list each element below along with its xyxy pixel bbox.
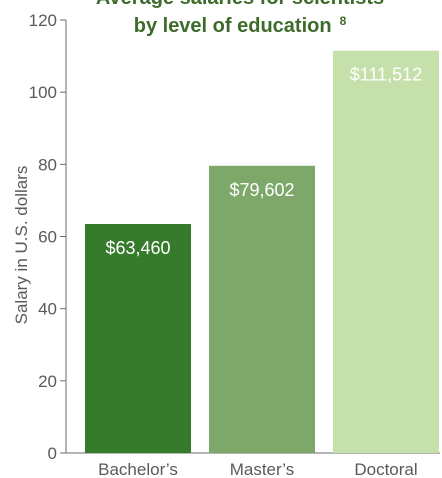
bar-value-label: $79,602	[229, 180, 294, 200]
y-axis-label: Salary in U.S. dollars	[12, 166, 31, 325]
chart-title-line-1: Average salaries for scientists	[96, 0, 384, 9]
y-tick-label: 20	[38, 372, 57, 391]
axes: 0 20 40 60 80 100 120	[29, 11, 440, 463]
bar-2	[209, 165, 315, 453]
chart-title-line-2-text: by level of education	[134, 15, 332, 37]
bars	[85, 50, 439, 453]
chart-title-line-2: by level of education 8	[134, 14, 347, 37]
chart-title-footnote: 8	[340, 14, 347, 28]
y-tick-label: 120	[29, 11, 57, 30]
y-tick-label: 0	[48, 444, 57, 463]
labels: $63,460 Bachelor’s $79,602 Master’s $111,512…	[98, 65, 422, 478]
bar-value-label: $111,512	[350, 65, 422, 85]
y-tick-label: 40	[38, 300, 57, 319]
x-category-label: Bachelor’s	[98, 460, 178, 478]
bar-1	[85, 224, 191, 453]
bar-3	[333, 50, 439, 453]
y-tick-label: 100	[29, 83, 57, 102]
y-tick-label: 80	[38, 155, 57, 174]
x-category-label: Master’s	[230, 460, 295, 478]
bar-value-label: $63,460	[105, 238, 170, 258]
x-category-label: Doctoral	[354, 460, 417, 478]
y-tick-label: 60	[38, 228, 57, 247]
